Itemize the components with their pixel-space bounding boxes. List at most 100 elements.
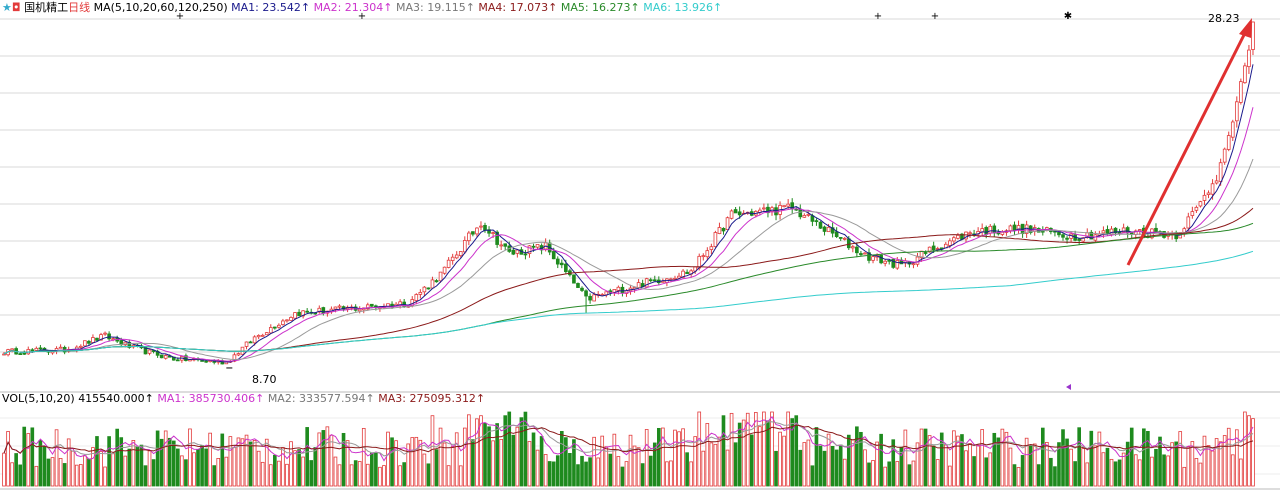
candle-body (1000, 231, 1005, 235)
volume-bar (608, 453, 613, 487)
volume-bar (996, 437, 1001, 487)
volume-header: VOL(5,10,20) 415540.000↑ MA1: 385730.406… (2, 392, 485, 405)
volume-bar (1247, 415, 1251, 487)
volume-bar (273, 454, 277, 487)
volume-bar (648, 455, 653, 487)
volume-bar (224, 456, 229, 487)
trend-arrow-line (1126, 26, 1250, 266)
volume-bar (1032, 443, 1037, 487)
candle-body (709, 246, 714, 250)
candle-body (673, 278, 677, 280)
candle-body (236, 353, 241, 356)
volume-bar (1036, 464, 1041, 487)
candle-body (1016, 225, 1021, 230)
candle-body (1121, 227, 1126, 233)
candle-body (697, 255, 702, 269)
volume-bar (596, 457, 601, 487)
volume-bar (200, 445, 204, 487)
candle-body (956, 234, 960, 239)
volume-bar (1133, 454, 1138, 487)
volume-bar (297, 449, 301, 487)
volume-bar (1045, 441, 1049, 487)
volume-bar (1251, 418, 1255, 487)
volume-bar (10, 462, 14, 487)
volume-bar (1142, 428, 1146, 487)
candle-body (846, 238, 851, 249)
volume-bar (636, 447, 641, 487)
candle-body (277, 324, 281, 328)
candle-body (1186, 216, 1191, 229)
candle-body (713, 232, 718, 247)
volume-bar (151, 459, 156, 487)
candle-body (555, 258, 560, 265)
volume-bar (1008, 447, 1013, 487)
candle-body (462, 240, 467, 253)
candle-body (851, 246, 855, 249)
candle-body (620, 286, 625, 294)
candle-body (2, 353, 6, 356)
volume-bar (838, 444, 843, 487)
candle-body (305, 310, 309, 313)
candle-body (1198, 201, 1203, 207)
volume-bar (1004, 431, 1009, 487)
candle-body (442, 266, 447, 274)
volume-bar (212, 465, 217, 487)
volume-bar (992, 432, 997, 487)
candle-body (1101, 230, 1106, 234)
candle-body (10, 348, 14, 351)
volume-bar (34, 465, 39, 487)
volume-bar (499, 438, 503, 487)
volume-bar (1150, 456, 1154, 487)
candle-body (499, 244, 503, 247)
volume-bar (1057, 442, 1061, 487)
candle-body (260, 334, 265, 337)
volume-bar (555, 455, 560, 487)
event-marker-icon: + (176, 11, 184, 22)
candle-body (584, 290, 588, 297)
volume-bar (673, 429, 677, 487)
event-marker-icon: + (358, 11, 366, 22)
volume-bar (705, 423, 710, 487)
candle-body (491, 232, 495, 234)
ma60-line (3, 207, 1254, 355)
volume-bar (798, 449, 803, 487)
volume-bar (1226, 427, 1231, 487)
event-marker-icon: + (874, 11, 882, 22)
volume-bar (810, 465, 815, 487)
volume-bar (911, 460, 916, 487)
candle-body (503, 243, 508, 247)
volume-bar (903, 429, 908, 487)
candle-body (511, 249, 516, 255)
volume-bar (640, 463, 645, 487)
volume-bar (123, 455, 128, 487)
candle-body (580, 287, 584, 291)
volume-bar (1190, 441, 1195, 487)
volume-bar (426, 463, 431, 487)
candle-body (58, 346, 63, 349)
volume-bar (1020, 455, 1025, 487)
candle-body (701, 255, 706, 258)
price-header: ★◘ 国机精工日线 MA(5,10,20,60,120,250) MA1: 23… (2, 0, 722, 14)
volume-bar (588, 457, 592, 487)
volume-bar (802, 442, 807, 487)
volume-bar (62, 463, 67, 487)
volume-bar (1222, 435, 1227, 487)
volume-bar (1049, 457, 1053, 487)
volume-bar (1230, 454, 1235, 487)
volume-bar (208, 432, 212, 487)
volume-bar (87, 458, 91, 487)
volume-bar (972, 456, 976, 487)
volume-bar (317, 432, 322, 487)
volume-bar (1243, 411, 1247, 487)
volume-bar (1198, 462, 1203, 487)
volume-bar (159, 438, 164, 487)
candle-body (1081, 237, 1086, 242)
trend-arrow-head (1239, 18, 1252, 38)
candle-body (430, 279, 435, 289)
volume-bar (79, 464, 83, 487)
scroll-marker-icon (1066, 384, 1071, 390)
volume-bar (313, 447, 318, 487)
volume-bar (289, 441, 293, 487)
candle-body (705, 250, 710, 258)
candle-body (107, 333, 111, 340)
